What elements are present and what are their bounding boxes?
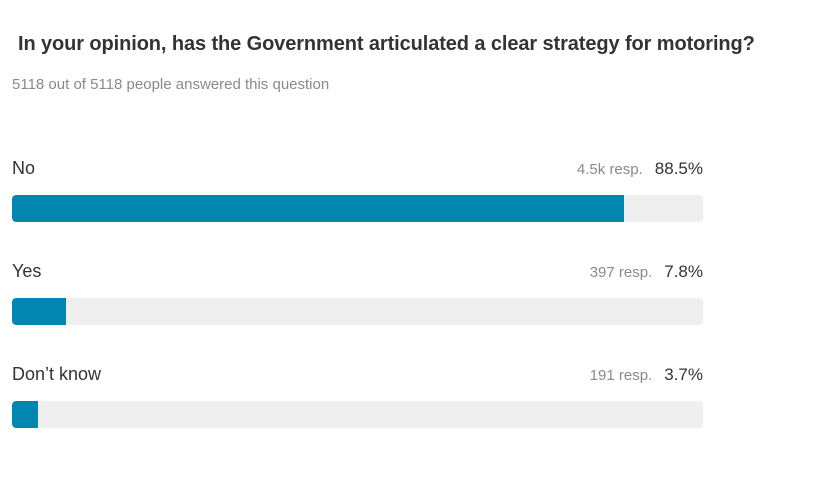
option-no: No 4.5k resp. 88.5% — [12, 158, 703, 228]
option-stats: 4.5k resp. 88.5% — [577, 159, 703, 179]
percentage: 88.5% — [654, 159, 703, 178]
percentage: 3.7% — [664, 365, 703, 384]
percentage: 7.8% — [664, 262, 703, 281]
option-yes: Yes 397 resp. 7.8% — [12, 261, 703, 331]
response-count: 191 resp. — [589, 367, 653, 384]
option-stats: 397 resp. 7.8% — [590, 262, 703, 282]
option-dont-know: Don’t know 191 resp. 3.7% — [12, 364, 703, 434]
result-bar-fill — [12, 401, 38, 428]
option-label: Yes — [12, 261, 42, 281]
answered-count: 5118 out of 5118 people answered this qu… — [12, 76, 330, 93]
result-bar-track — [12, 298, 703, 325]
option-label: No — [12, 158, 36, 178]
result-bar-track — [12, 195, 703, 222]
response-count: 397 resp. — [589, 264, 653, 281]
result-bar-track — [12, 401, 703, 428]
result-bar-fill — [12, 298, 66, 325]
option-stats: 191 resp. 3.7% — [590, 365, 703, 385]
response-count: 4.5k resp. — [576, 161, 643, 178]
question-title: In your opinion, has the Government arti… — [18, 33, 755, 55]
option-label: Don’t know — [12, 364, 102, 384]
result-bar-fill — [12, 195, 624, 222]
